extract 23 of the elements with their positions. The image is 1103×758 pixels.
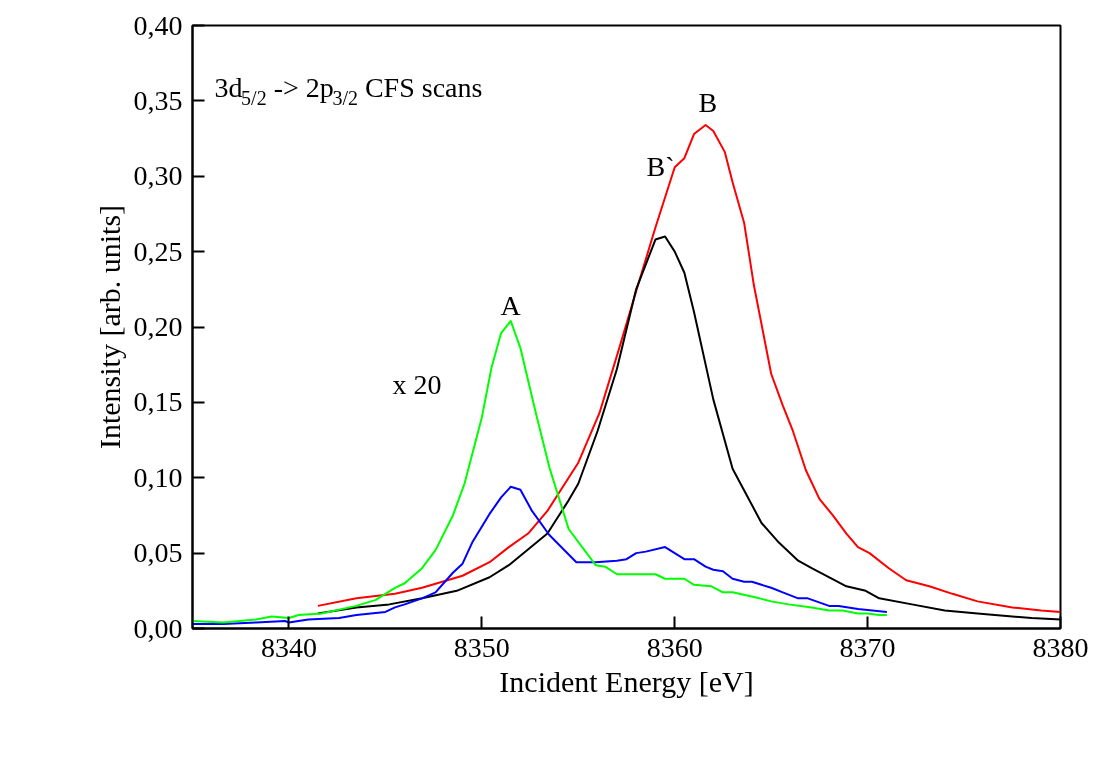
y-tick-label: 0,35 — [133, 84, 183, 116]
line-series — [192, 485, 888, 625]
x-axis-title: Incident Energy [eV] — [499, 664, 754, 698]
y-tick-label: 0,10 — [133, 461, 183, 493]
x-tick-label: 8370 — [839, 631, 896, 663]
annotation: A — [500, 290, 522, 321]
line-series — [192, 319, 888, 624]
y-tick-label: 0,40 — [133, 9, 183, 41]
annotation: B` — [646, 151, 675, 182]
y-tick-label: 0,30 — [133, 160, 183, 192]
y-tick-label: 0,00 — [133, 612, 183, 644]
y-tick-label: 0,15 — [133, 386, 183, 418]
y-tick-label: 0,05 — [133, 537, 183, 569]
line-series — [316, 124, 1061, 613]
y-tick-label: 0,20 — [133, 311, 183, 342]
x-tick-label: 8380 — [1032, 631, 1089, 663]
annotation: x 20 — [392, 369, 442, 400]
x-tick-label: 8340 — [260, 631, 317, 663]
y-axis-title: Intensity [arb. units] — [92, 204, 126, 450]
x-tick-label: 8350 — [453, 631, 510, 663]
annotation: B — [698, 87, 718, 118]
x-tick-label: 8360 — [646, 631, 703, 663]
y-tick-label: 0,25 — [133, 235, 183, 267]
